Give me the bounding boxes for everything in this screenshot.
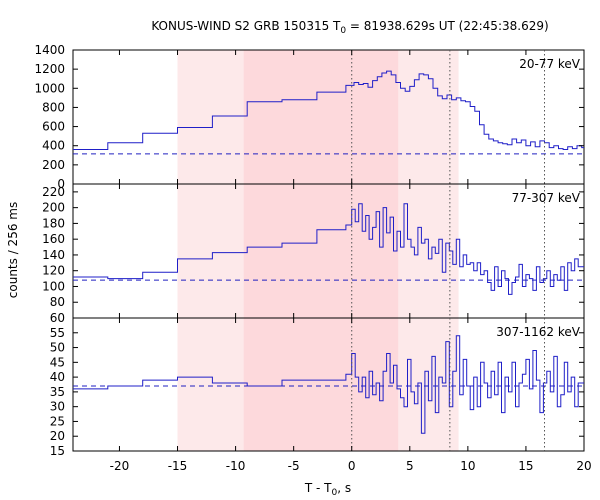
light-curves <box>73 70 584 434</box>
x-tick-label: -15 <box>168 459 188 473</box>
x-tick-label: 20 <box>576 459 591 473</box>
x-tick-label: -10 <box>226 459 246 473</box>
y-tick-label: 35 <box>50 385 65 399</box>
y-tick-label: 220 <box>42 185 65 199</box>
x-tick-label: -5 <box>288 459 300 473</box>
y-tick-label: 800 <box>42 100 65 114</box>
light-curve-2 <box>73 203 584 295</box>
energy-band-label: 20-77 keV <box>519 57 581 71</box>
y-tick-label: 60 <box>50 311 65 325</box>
x-axis-title: T - T0, s <box>304 481 351 498</box>
y-tick-label: 200 <box>42 201 65 215</box>
x-tick-label: 0 <box>348 459 356 473</box>
y-tick-label: 1400 <box>34 43 65 57</box>
y-tick-label: 80 <box>50 295 65 309</box>
x-tick-label: 15 <box>518 459 533 473</box>
x-tick-label: 10 <box>460 459 475 473</box>
y-axis-title: counts / 256 ms <box>6 202 20 298</box>
y-tick-label: 180 <box>42 216 65 230</box>
chart-title: KONUS-WIND S2 GRB 150315 T0 = 81938.629s… <box>151 19 548 36</box>
y-tick-label: 15 <box>50 444 65 458</box>
y-tick-label: 45 <box>50 355 65 369</box>
y-tick-label: 25 <box>50 414 65 428</box>
light-curve-1 <box>73 70 584 150</box>
y-tick-label: 20 <box>50 429 65 443</box>
y-tick-label: 1000 <box>34 81 65 95</box>
light-curve-3 <box>73 335 584 434</box>
x-tick-label: 5 <box>406 459 414 473</box>
energy-band-label: 77-307 keV <box>512 191 581 205</box>
y-tick-label: 200 <box>42 158 65 172</box>
shaded-intervals <box>177 50 459 451</box>
y-tick-label: 160 <box>42 232 65 246</box>
panel-frame-3 <box>72 317 585 452</box>
shaded-region-2 <box>243 50 399 451</box>
y-tick-label: 600 <box>42 120 65 134</box>
vertical-markers <box>351 50 546 451</box>
y-tick-label: 1200 <box>34 62 65 76</box>
y-tick-label: 400 <box>42 139 65 153</box>
y-tick-label: 0 <box>57 177 65 191</box>
y-tick-label: 55 <box>50 326 65 340</box>
y-tick-label: 120 <box>42 264 65 278</box>
y-tick-label: 50 <box>50 341 65 355</box>
energy-band-label: 307-1162 keV <box>496 325 580 339</box>
y-tick-label: 40 <box>50 370 65 384</box>
panel-frames <box>72 49 585 452</box>
y-tick-label: 30 <box>50 400 65 414</box>
y-tick-label: 100 <box>42 279 65 293</box>
x-tick-label: -20 <box>110 459 130 473</box>
y-tick-label: 140 <box>42 248 65 262</box>
